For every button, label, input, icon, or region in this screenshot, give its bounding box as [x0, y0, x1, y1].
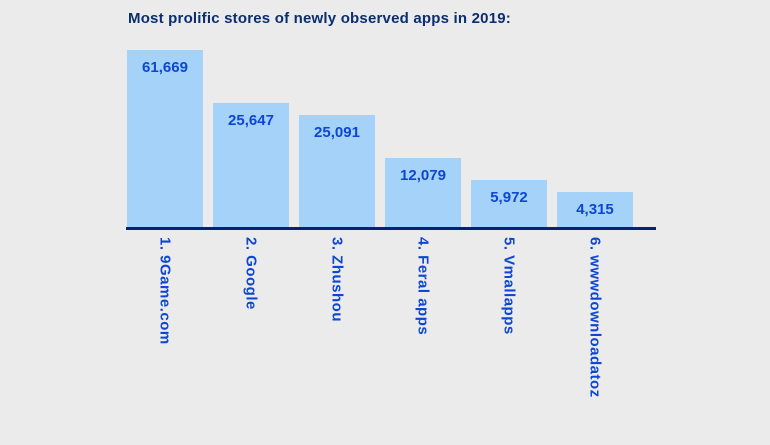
bar-plot-area: 61,669 25,647 25,091 12,079 5,972 4,315: [127, 50, 657, 227]
bar: 12,079: [385, 158, 461, 227]
bar-value-label: 12,079: [400, 167, 446, 184]
bar-category-label-text: 1. 9Game.com: [156, 237, 174, 345]
x-axis-baseline: [126, 227, 656, 230]
bar-value-label: 4,315: [576, 201, 614, 218]
chart-title: Most prolific stores of newly observed a…: [128, 10, 511, 27]
bar-value-label: 61,669: [142, 59, 188, 76]
bar: 4,315: [557, 192, 633, 227]
bar-category-label: 4. Feral apps: [385, 237, 461, 442]
bar-category-label: 5. Vmallapps: [471, 237, 547, 442]
bar: 25,647: [213, 103, 289, 227]
bar: 5,972: [471, 180, 547, 227]
bar-category-label: 2. Google: [213, 237, 289, 442]
bar-category-label: 6. wwwdownloadatoz: [557, 237, 633, 442]
bar-value-label: 5,972: [490, 189, 528, 206]
bar-category-label-text: 2. Google: [242, 237, 260, 310]
category-label-area: 1. 9Game.com 2. Google 3. Zhushou 4. Feral …: [127, 237, 657, 442]
bar: 61,669: [127, 50, 203, 227]
bar-category-label-text: 5. Vmallapps: [500, 237, 518, 335]
bar-category-label: 1. 9Game.com: [127, 237, 203, 442]
bar-value-label: 25,091: [314, 124, 360, 141]
bar-category-label: 3. Zhushou: [299, 237, 375, 442]
bar-category-label-text: 3. Zhushou: [328, 237, 346, 322]
bar-category-label-text: 4. Feral apps: [414, 237, 432, 336]
bar-value-label: 25,647: [228, 112, 274, 129]
bar: 25,091: [299, 115, 375, 227]
bar-category-label-text: 6. wwwdownloadatoz: [586, 237, 604, 398]
